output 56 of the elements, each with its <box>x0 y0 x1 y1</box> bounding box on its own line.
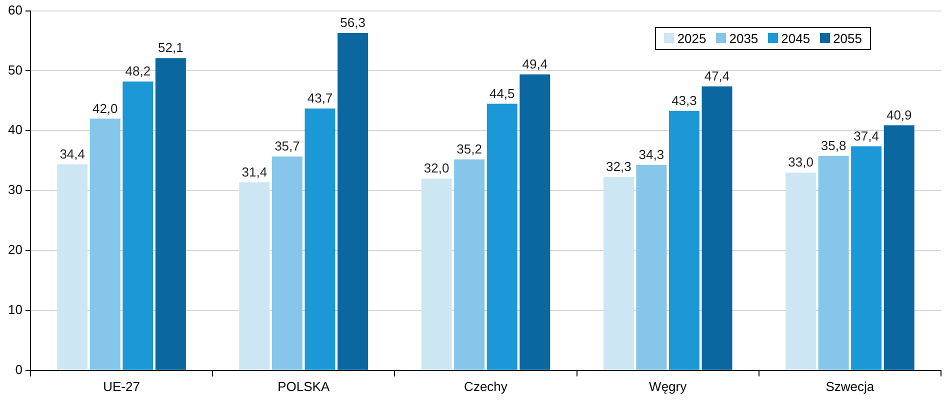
bar <box>702 86 732 370</box>
data-label: 31,4 <box>242 164 268 180</box>
data-label: 32,0 <box>424 160 450 176</box>
data-label: 43,3 <box>672 92 697 108</box>
bar <box>486 104 518 370</box>
bar <box>603 176 634 370</box>
legend-label: 2025 <box>677 30 706 46</box>
bar <box>668 110 700 370</box>
x-tick-label: Czechy <box>464 378 508 394</box>
bar <box>57 164 88 370</box>
y-tick-label: 10 <box>8 302 22 318</box>
y-tick-label: 60 <box>8 2 22 18</box>
data-label: 37,4 <box>854 128 879 144</box>
data-label: 43,7 <box>307 90 333 106</box>
data-label: 35,7 <box>274 138 300 154</box>
x-tick-label: Węgry <box>649 378 688 394</box>
data-label: 40,9 <box>886 107 912 122</box>
x-tick-label: Szwecja <box>826 378 875 394</box>
legend-label: 2055 <box>833 30 862 46</box>
bar <box>122 82 154 370</box>
x-tick-label: POLSKA <box>278 378 330 394</box>
data-label: 47,4 <box>704 68 730 84</box>
bar <box>239 182 270 370</box>
data-label: 52,1 <box>158 40 184 56</box>
data-label: 49,4 <box>522 56 548 72</box>
bar <box>454 159 485 370</box>
bar <box>884 125 914 370</box>
y-tick-label: 40 <box>8 122 22 138</box>
data-label: 35,2 <box>456 142 482 157</box>
data-label: 42,0 <box>92 100 118 116</box>
data-label: 56,3 <box>340 15 366 30</box>
data-label: 48,2 <box>125 64 151 79</box>
bar <box>338 32 368 370</box>
y-tick-label: 20 <box>8 242 22 258</box>
data-label: 35,8 <box>820 138 846 153</box>
bar <box>520 74 550 370</box>
data-label: 34,4 <box>60 146 85 162</box>
bar <box>818 156 849 370</box>
y-tick-label: 30 <box>8 182 22 198</box>
bar <box>272 156 302 370</box>
legend-label: 2045 <box>781 30 810 46</box>
y-tick-label: 0 <box>15 362 22 377</box>
bar <box>851 146 882 370</box>
bar <box>786 172 816 370</box>
bar <box>636 164 667 370</box>
data-label: 33,0 <box>788 154 814 170</box>
data-label: 34,3 <box>638 146 664 162</box>
y-tick-label: 50 <box>8 62 22 78</box>
x-tick-label: UE-27 <box>103 378 140 394</box>
data-label: 32,3 <box>606 158 632 174</box>
bar <box>304 108 336 370</box>
data-label: 44,5 <box>489 86 515 101</box>
bar <box>421 178 452 370</box>
bar <box>155 58 186 370</box>
bar <box>90 118 120 370</box>
legend-label: 2035 <box>729 30 758 46</box>
